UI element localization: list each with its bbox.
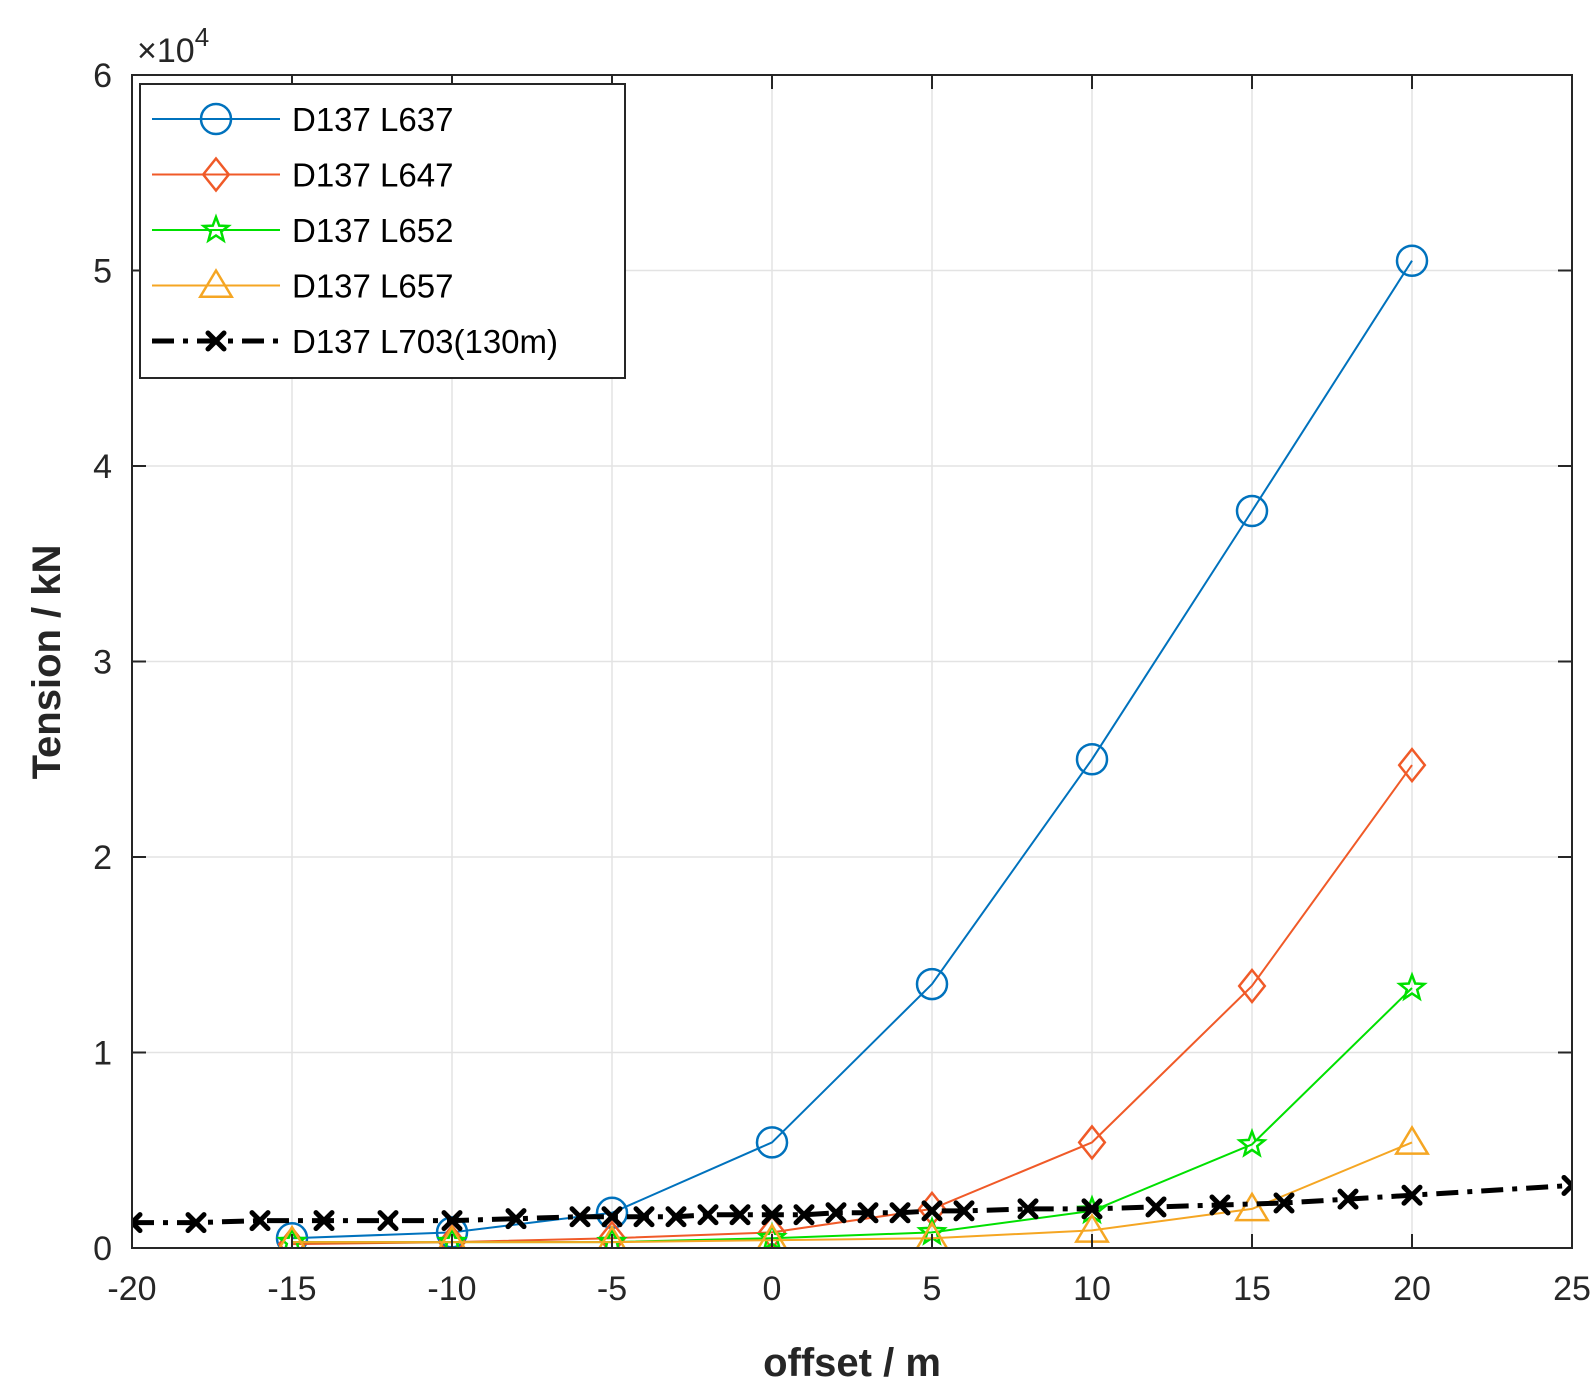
legend-label: D137 L647 (292, 157, 453, 194)
data-point (915, 1220, 949, 1248)
legend-item-2: D137 L647 (152, 156, 453, 194)
data-point (1145, 1196, 1167, 1218)
series-line (132, 1182, 1572, 1226)
y-tick-label: 2 (93, 839, 112, 877)
data-point (1236, 1127, 1268, 1158)
data-point (1237, 968, 1267, 1005)
x-tick-label: -20 (107, 1270, 156, 1308)
data-point (825, 1202, 847, 1224)
data-point (921, 1200, 943, 1222)
data-point (1075, 743, 1109, 776)
data-point (633, 1206, 655, 1228)
y-exponent-power: 4 (195, 22, 209, 52)
y-tick-label: 4 (93, 448, 112, 486)
data-point (1395, 244, 1429, 277)
y-tick-label: 0 (93, 1230, 112, 1268)
data-point (278, 1224, 306, 1248)
x-axis-label: offset / m (763, 1341, 941, 1385)
y-tick-label: 5 (93, 253, 112, 291)
series-line (291, 260, 1413, 1240)
data-point (569, 1206, 591, 1228)
data-point (757, 1214, 787, 1248)
y-exponent-base: ×10 (137, 32, 195, 70)
x-tick-label: 20 (1393, 1270, 1431, 1308)
x-tick-label: 15 (1233, 1270, 1271, 1308)
x-tick-label: 25 (1553, 1270, 1591, 1308)
data-point (889, 1202, 911, 1224)
legend-label: D137 L703(130m) (292, 323, 558, 360)
axis-ticks (131, 74, 1573, 1249)
data-point (1273, 1192, 1295, 1214)
data-point (756, 1222, 788, 1248)
legend-item-4: D137 L657 (152, 268, 453, 305)
legend-label: D137 L637 (292, 101, 453, 138)
data-point (665, 1206, 687, 1228)
data-point (953, 1200, 975, 1222)
x-tick-label: -10 (427, 1270, 476, 1308)
data-point (761, 1204, 783, 1226)
data-point (1234, 1191, 1270, 1222)
x-tick-label: 0 (763, 1270, 782, 1308)
legend-label: D137 L657 (292, 268, 453, 305)
data-point (755, 1126, 789, 1159)
data-point (275, 1221, 309, 1248)
series-5 (132, 1174, 1572, 1234)
data-point (1396, 971, 1428, 1002)
legend-marker (199, 102, 233, 136)
data-point (1561, 1174, 1572, 1196)
data-point (1337, 1188, 1359, 1210)
data-point (597, 1220, 627, 1248)
data-point (1397, 747, 1427, 784)
legend: D137 L637 D137 L647 D137 L652 D137 L657 D137… (139, 83, 626, 379)
data-point (313, 1210, 335, 1232)
data-point (185, 1212, 207, 1234)
legend-label: D137 L652 (292, 212, 453, 249)
legend-marker (200, 213, 232, 244)
y-tick-labels: 0 1 2 3 4 5 6 (93, 57, 112, 1268)
data-point (598, 1224, 626, 1248)
data-point (1017, 1198, 1039, 1220)
data-point (438, 1224, 466, 1248)
data-point (793, 1204, 815, 1226)
legend-item-5: D137 L703(130m) (152, 323, 558, 360)
data-point (1081, 1198, 1103, 1220)
legend-marker (201, 156, 231, 193)
legend-marker (198, 268, 234, 298)
x-tick-labels: -20 -15 -10 -5 0 5 10 15 20 25 (107, 1270, 1590, 1308)
legend-item-3: D137 L652 (152, 212, 453, 249)
x-tick-label: 10 (1073, 1270, 1111, 1308)
legend-item-1: D137 L637 (152, 101, 453, 138)
y-exponent-label: ×104 (137, 22, 209, 70)
data-point (1077, 1124, 1107, 1161)
x-tick-label: 5 (923, 1270, 942, 1308)
data-point (1394, 1125, 1430, 1155)
data-point (601, 1206, 623, 1228)
data-point (249, 1210, 271, 1232)
y-tick-label: 6 (93, 57, 112, 95)
series-layer (132, 244, 1572, 1248)
x-tick-label: -5 (597, 1270, 627, 1308)
data-point (857, 1202, 879, 1224)
data-point (915, 967, 949, 1001)
x-tick-label: -15 (267, 1270, 316, 1308)
data-point (377, 1210, 399, 1232)
data-point (729, 1204, 751, 1226)
y-axis-label: Tension / kN (25, 545, 69, 780)
data-point (1401, 1184, 1423, 1206)
data-point (441, 1210, 463, 1232)
y-tick-label: 1 (93, 1035, 112, 1073)
data-point (1209, 1194, 1231, 1216)
data-point (697, 1204, 719, 1226)
data-point (505, 1208, 527, 1230)
y-tick-label: 3 (93, 644, 112, 682)
data-point (1235, 494, 1269, 528)
data-point (132, 1212, 143, 1234)
legend-marker (205, 330, 227, 352)
